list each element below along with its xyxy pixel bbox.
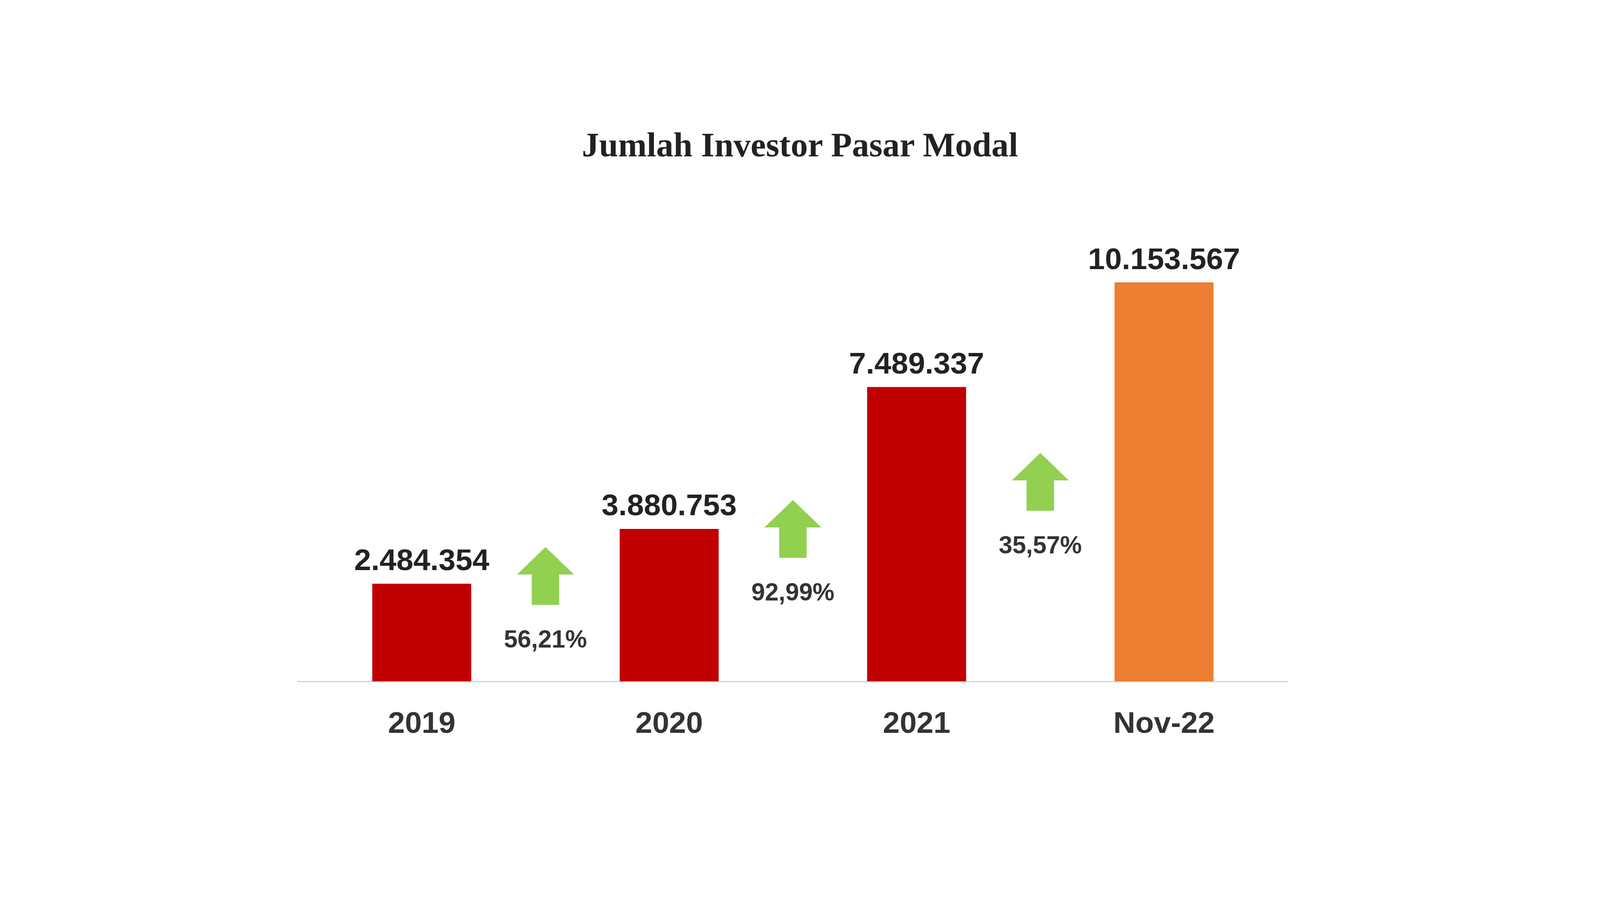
svg-text:7.489.337: 7.489.337 (849, 346, 985, 380)
svg-text:56,21%: 56,21% (503, 625, 588, 653)
svg-text:10.153.567: 10.153.567 (1087, 241, 1240, 276)
svg-text:2020: 2020 (635, 705, 703, 740)
svg-text:35,57%: 35,57% (998, 531, 1082, 559)
svg-text:Nov-22: Nov-22 (1113, 705, 1215, 740)
svg-text:2021: 2021 (882, 705, 951, 740)
svg-text:2.484.354: 2.484.354 (353, 542, 490, 577)
svg-text:92,99%: 92,99% (751, 578, 835, 606)
svg-text:2019: 2019 (387, 705, 456, 740)
svg-text:3.880.753: 3.880.753 (601, 487, 737, 522)
svg-text:Jumlah Investor Pasar Modal: Jumlah Investor Pasar Modal (581, 125, 1019, 164)
